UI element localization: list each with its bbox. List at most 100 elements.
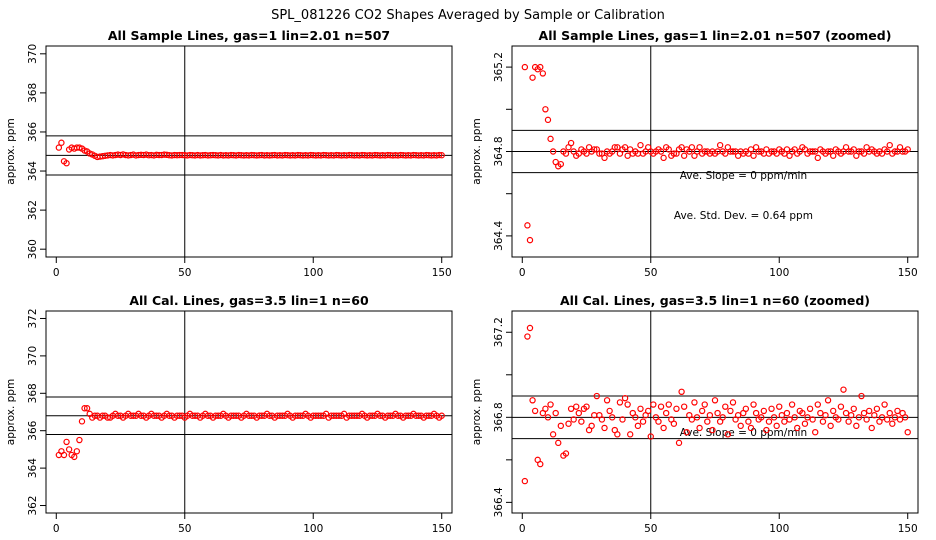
data-point xyxy=(809,416,816,423)
y-tick-label: 366 xyxy=(27,420,39,440)
data-point xyxy=(783,409,791,417)
data-point xyxy=(521,477,529,485)
data-point xyxy=(842,409,850,417)
y-tick-label: 364.8 xyxy=(493,136,505,166)
data-point xyxy=(675,439,683,447)
chart-panel-3: All Cal. Lines, gas=3.5 lin=1 n=60 0 50 100… xyxy=(5,293,453,535)
data-point xyxy=(878,414,886,421)
data-point xyxy=(634,422,642,430)
data-point xyxy=(588,422,595,430)
data-point xyxy=(688,144,696,151)
x-tick-label: 150 xyxy=(432,267,452,279)
data-point xyxy=(701,401,708,408)
chart-panel-1: All Sample Lines, gas=1 lin=2.01 n=507 0 5… xyxy=(5,28,453,279)
data-point xyxy=(904,429,911,436)
data-point xyxy=(593,392,600,400)
x-tick-label: 50 xyxy=(178,267,191,279)
data-point xyxy=(606,407,613,415)
data-point xyxy=(865,407,873,415)
data-point xyxy=(680,403,688,410)
data-point xyxy=(899,148,906,155)
data-point xyxy=(619,416,626,423)
data-point xyxy=(678,388,685,395)
data-point xyxy=(729,148,737,155)
data-point xyxy=(778,411,786,419)
data-point xyxy=(806,405,814,413)
data-point xyxy=(698,407,706,415)
data-point xyxy=(791,414,798,421)
data-point xyxy=(889,420,896,427)
data-point xyxy=(696,144,703,151)
data-point xyxy=(621,394,629,402)
data-point xyxy=(745,418,752,425)
data-point xyxy=(609,414,616,421)
data-point xyxy=(660,424,667,432)
y-tick-label: 360 xyxy=(27,239,39,259)
data-point xyxy=(73,448,81,455)
data-point xyxy=(837,403,845,410)
x-tick-label: 0 xyxy=(53,267,60,279)
y-tick-label: 367.2 xyxy=(493,317,505,347)
data-point xyxy=(812,429,819,436)
y-tick-label: 364 xyxy=(27,161,39,181)
data-point xyxy=(639,418,647,425)
data-point xyxy=(855,414,863,421)
data-point xyxy=(670,420,678,427)
data-point xyxy=(881,401,888,408)
data-point xyxy=(750,152,757,159)
data-point xyxy=(555,439,562,447)
y-axis-label: approx. ppm xyxy=(5,118,17,184)
data-point xyxy=(578,418,585,425)
data-point xyxy=(596,150,603,157)
data-point xyxy=(531,407,539,415)
data-point xyxy=(763,426,770,434)
data-point xyxy=(894,407,901,415)
data-point xyxy=(647,433,654,440)
data-points xyxy=(55,405,445,461)
data-point xyxy=(544,116,552,124)
data-point xyxy=(783,146,791,153)
data-point xyxy=(549,148,557,155)
data-point xyxy=(901,414,909,421)
data-point xyxy=(711,397,719,404)
y-axis-label: approx. ppm xyxy=(471,118,483,184)
data-point xyxy=(611,144,618,151)
y-tick-label: 372 xyxy=(27,308,39,328)
y-tick-label: 362 xyxy=(27,200,39,220)
data-point xyxy=(680,152,688,159)
x-tick-label: 0 xyxy=(519,523,526,535)
data-point xyxy=(624,401,631,408)
data-point xyxy=(567,139,575,147)
data-point xyxy=(742,405,750,413)
data-point xyxy=(760,407,768,415)
data-points xyxy=(521,63,911,244)
y-tick-label: 365.2 xyxy=(493,52,505,82)
data-point xyxy=(601,424,608,432)
data-point xyxy=(886,141,893,149)
data-point xyxy=(904,146,911,153)
y-axis-label: approx. ppm xyxy=(471,379,483,445)
data-point xyxy=(776,403,783,410)
data-point xyxy=(891,414,899,421)
data-point xyxy=(850,405,857,413)
data-point xyxy=(693,414,701,421)
y-tick-label: 364 xyxy=(27,458,39,478)
y-tick-label: 368 xyxy=(27,83,39,103)
data-point xyxy=(65,446,73,453)
data-point xyxy=(526,324,534,332)
x-tick-label: 100 xyxy=(769,267,789,279)
data-point xyxy=(583,403,590,410)
data-point xyxy=(542,106,549,113)
y-tick-label: 366.8 xyxy=(493,402,505,432)
data-point xyxy=(688,416,696,423)
data-points xyxy=(55,139,445,167)
data-point xyxy=(616,399,624,406)
data-point xyxy=(871,411,878,419)
data-point xyxy=(552,409,559,417)
data-point xyxy=(58,139,65,146)
data-point xyxy=(883,416,891,423)
data-point xyxy=(827,422,834,430)
data-point xyxy=(614,144,621,151)
x-tick-label: 50 xyxy=(644,523,657,535)
